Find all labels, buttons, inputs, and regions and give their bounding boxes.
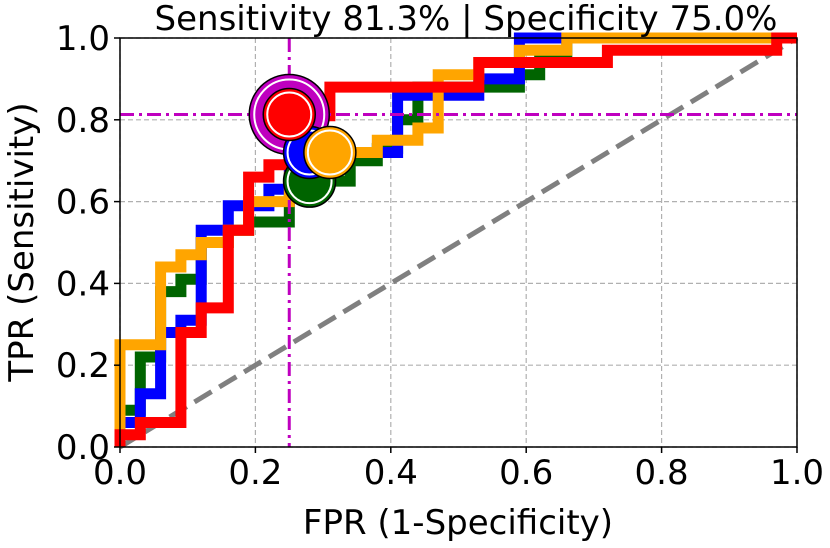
- plot-frame: [119, 37, 798, 448]
- threshold-layer: [120, 38, 797, 447]
- x-tick-label-0: 0.0: [93, 453, 147, 493]
- reference-layer: [118, 35, 799, 450]
- operating-point-ring-red: [266, 91, 313, 138]
- x-tick-label-4: 0.8: [635, 453, 689, 493]
- x-tick-label-2: 0.4: [364, 453, 418, 493]
- y-tick-label-1: 0.2: [56, 346, 110, 386]
- y-tick-label-0: 0.0: [56, 428, 110, 468]
- x-axis-label: FPR (1-Specificity): [303, 503, 613, 543]
- operating-point-red: [262, 87, 316, 142]
- y-tick-label-3: 0.6: [56, 183, 110, 223]
- y-axis-label: TPR (Sensitivity): [2, 102, 42, 382]
- x-tick-label-1: 0.2: [228, 453, 282, 493]
- operating-point-ring-orange: [306, 129, 353, 176]
- operating-point-orange: [303, 125, 357, 180]
- reference-diagonal: [118, 35, 799, 450]
- marker-layer: [248, 73, 357, 208]
- roc-curve-red: [114, 32, 797, 447]
- y-tick-label-4: 0.8: [56, 101, 110, 141]
- x-tick-label-3: 0.6: [499, 453, 553, 493]
- axes: 0.0 0.2 0.4 0.6 0.8 1.0 0.0 0.2 0.4 0.6 0.8 1.0: [56, 19, 824, 493]
- y-tick-label-5: 1.0: [56, 19, 110, 59]
- chart-title: Sensitivity 81.3% | Specificity 75.0%: [155, 0, 778, 39]
- x-tick-label-5: 1.0: [770, 453, 824, 493]
- y-tick-label-2: 0.4: [56, 264, 110, 304]
